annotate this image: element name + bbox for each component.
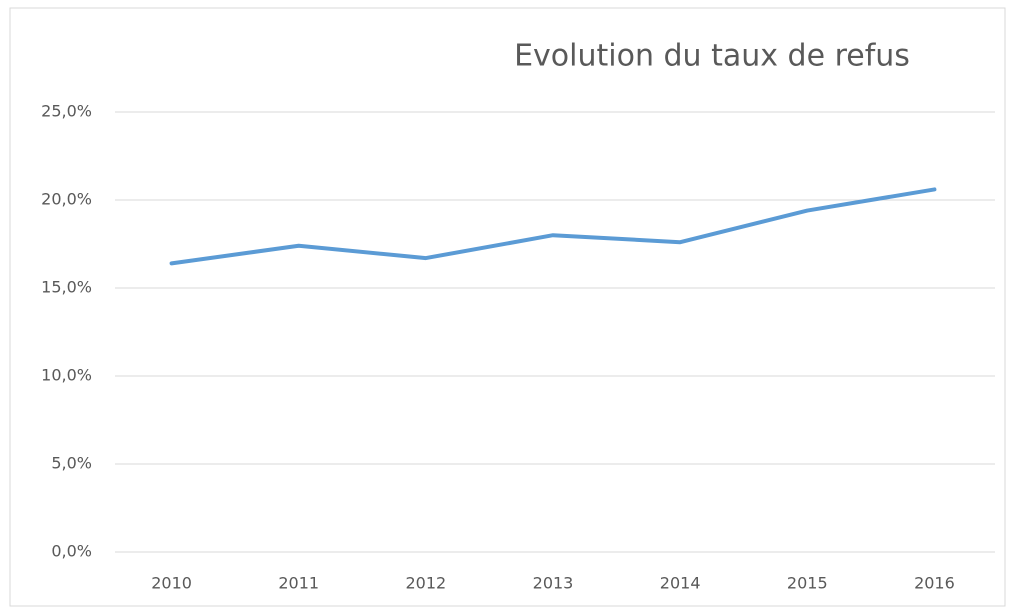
y-tick-label: 10,0% xyxy=(41,366,92,385)
y-tick-label: 25,0% xyxy=(41,102,92,121)
x-tick-label: 2014 xyxy=(660,574,701,593)
x-tick-label: 2015 xyxy=(787,574,828,593)
x-tick-label: 2013 xyxy=(533,574,574,593)
x-tick-label: 2011 xyxy=(278,574,319,593)
x-tick-label: 2010 xyxy=(151,574,192,593)
chart-border xyxy=(9,7,1006,607)
data-line xyxy=(169,187,937,266)
x-tick-label: 2016 xyxy=(914,574,955,593)
x-tick-label: 2012 xyxy=(405,574,446,593)
y-tick-label: 15,0% xyxy=(41,278,92,297)
y-tick-label: 5,0% xyxy=(51,454,92,473)
chart-title: Evolution du taux de refus xyxy=(514,39,910,74)
y-tick-label: 20,0% xyxy=(41,190,92,209)
y-tick-label: 0,0% xyxy=(51,542,92,561)
